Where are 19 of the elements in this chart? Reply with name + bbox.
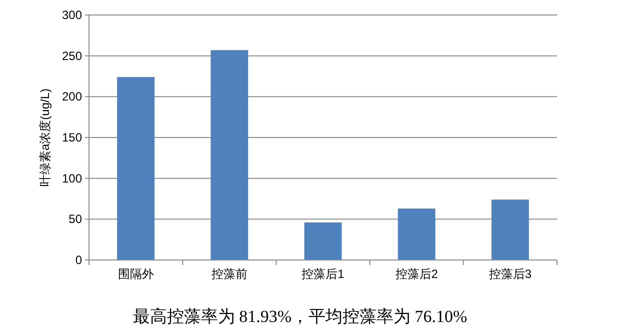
y-tick-label: 100: [62, 171, 82, 186]
bar: [398, 208, 436, 260]
y-axis-title: 叶绿素a浓度(ug/L): [38, 88, 52, 187]
bar: [117, 77, 155, 260]
x-tick-label: 控藻后1: [302, 267, 345, 281]
y-tick-label: 200: [62, 90, 82, 104]
y-tick-label: 250: [62, 48, 82, 63]
x-tick-label: 控藻后2: [395, 267, 438, 281]
y-tick-label: 150: [62, 130, 82, 144]
y-tick-label: 50: [68, 212, 82, 226]
x-tick-label: 控藻前: [211, 267, 248, 281]
x-tick-label: 围隔外: [118, 267, 154, 281]
bar: [304, 222, 342, 260]
x-tick-label: 控藻后3: [488, 267, 532, 281]
y-tick-label: 300: [62, 8, 82, 22]
text: 最高控藻率为 81.93%，平均控藻率为 76.10%: [132, 307, 468, 326]
y-tick-label: 0: [75, 253, 82, 267]
bar: [210, 50, 248, 260]
bar: [491, 200, 529, 260]
